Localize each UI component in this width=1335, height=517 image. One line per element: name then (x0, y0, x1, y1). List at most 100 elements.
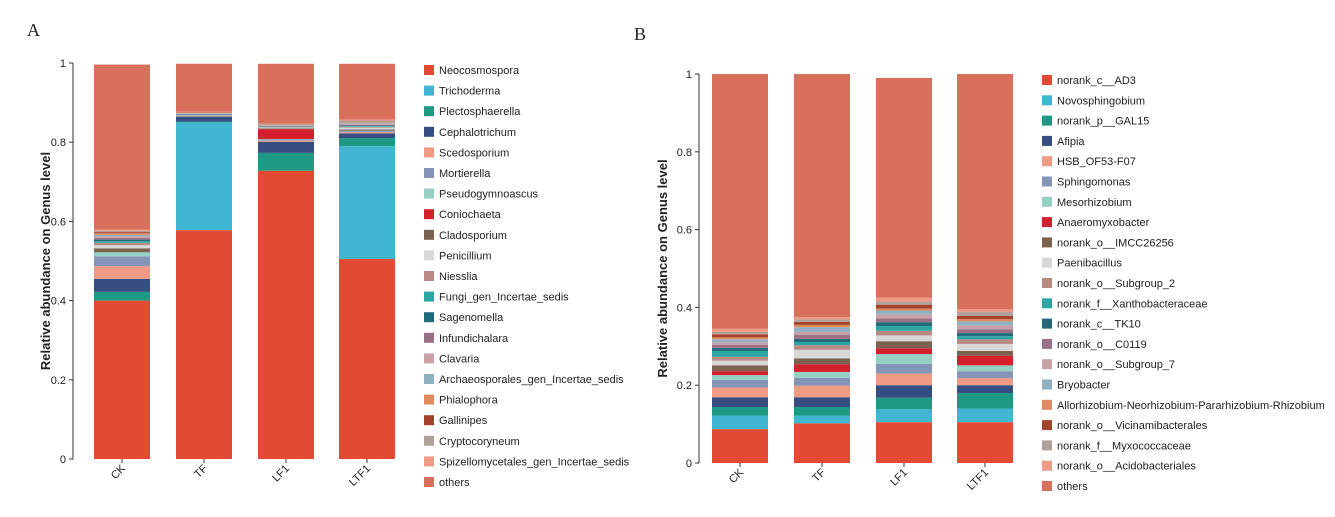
legend-swatch (1042, 176, 1052, 187)
legend-label: norank_f__Xanthobacteraceae (1057, 298, 1207, 310)
legend-label: Mortierella (439, 168, 491, 180)
panel-letter-a: A (27, 20, 40, 40)
legend-label: Afipia (1057, 136, 1085, 148)
bar-segment (876, 330, 932, 336)
bar-segment (339, 138, 395, 147)
bar-segment (794, 324, 850, 328)
legend-label: Fungi_gen_Incertae_sedis (439, 292, 569, 304)
bar-segment (339, 122, 395, 124)
bar-segment (94, 266, 150, 279)
y-tick-label: 0.4 (51, 296, 66, 308)
legend-label: Mesorhizobium (1057, 197, 1132, 209)
bar-segment (712, 347, 768, 351)
y-tick-label: 0.6 (677, 225, 692, 237)
legend-label: Sphingomonas (1057, 177, 1131, 189)
bar-segment (176, 121, 232, 123)
y-tick-label: 0.2 (677, 380, 692, 392)
legend-label: Cladosporium (439, 230, 507, 242)
bar-segment (258, 140, 314, 142)
bar-segment (957, 378, 1013, 386)
legend-swatch (1042, 156, 1052, 167)
bar-segment (876, 326, 932, 331)
bar-segment (794, 423, 850, 463)
bar-segment (712, 74, 768, 329)
legend-swatch (1042, 237, 1052, 248)
bar-segment (957, 333, 1013, 337)
bar-segment (712, 415, 768, 430)
legend-label: Clavaria (439, 353, 480, 365)
bar-segment (957, 343, 1013, 351)
legend-swatch (424, 126, 434, 137)
bar-segment (176, 122, 232, 231)
bar-segment (339, 125, 395, 127)
bar-segment (794, 319, 850, 322)
legend-swatch (1042, 399, 1052, 410)
bar-segment (876, 318, 932, 323)
bar-segment (712, 397, 768, 407)
bar-segment (339, 63, 395, 120)
bar-segment (94, 232, 150, 234)
bar-segment (339, 124, 395, 126)
bar-segment (339, 146, 395, 260)
bar-segment (94, 241, 150, 243)
bar-segment (94, 239, 150, 242)
y-tick-label: 0.6 (51, 216, 66, 228)
bar-segment (712, 379, 768, 388)
legend-label: norank_o__Acidobacteriales (1057, 461, 1196, 473)
bar-segment (876, 310, 932, 315)
legend-label: norank_c__AD3 (1057, 75, 1136, 87)
bar-segment (176, 116, 232, 122)
bar-segment (339, 126, 395, 128)
bar-segment (94, 278, 150, 292)
bar-segment (339, 120, 395, 122)
legend-swatch (1042, 298, 1052, 309)
bar-segment (712, 331, 768, 335)
legend-label: Phialophora (439, 395, 499, 407)
bar-segment (876, 422, 932, 463)
bar-segment (712, 429, 768, 463)
y-tick-label: 0 (60, 454, 66, 466)
legend-swatch (424, 85, 434, 96)
legend-swatch (1042, 95, 1052, 106)
bar-segment (876, 322, 932, 327)
legend-swatch (424, 271, 434, 281)
legend-label: Anaeromyxobacter (1057, 217, 1150, 229)
bar-segment (712, 406, 768, 416)
legend-swatch (424, 332, 434, 343)
legend-label: Plectosphaerella (439, 106, 521, 118)
legend-swatch (1042, 115, 1052, 126)
bar-segment (258, 141, 314, 153)
x-category-label: CK (109, 462, 129, 482)
bar-segment (876, 409, 932, 423)
panel-letter-b: B (634, 24, 647, 44)
legend-swatch (1042, 135, 1052, 146)
bar-segment (339, 123, 395, 125)
legend-swatch (424, 435, 434, 446)
legend-swatch (1042, 460, 1052, 471)
x-category-label: LF1 (270, 463, 292, 485)
bar-segment (794, 331, 850, 336)
bar-segment (94, 291, 150, 301)
bar-segment (876, 297, 932, 302)
legend-swatch (424, 394, 434, 405)
legend-swatch (424, 250, 434, 261)
legend-label: Infundichalara (439, 333, 509, 345)
legend-label: Neocosmospora (439, 65, 520, 77)
bar-segment (876, 397, 932, 410)
bar-segment (876, 301, 932, 305)
bar-segment (258, 129, 314, 140)
x-category-label: LTF1 (965, 467, 991, 493)
bar-segment (712, 337, 768, 340)
bar-segment (876, 363, 932, 374)
bar-segment (712, 334, 768, 338)
legend-label: Trichoderma (439, 86, 501, 98)
legend-label: norank_o__C0119 (1057, 339, 1147, 351)
legend-swatch (1042, 278, 1052, 288)
bar-segment (712, 360, 768, 366)
bar-segment (957, 408, 1013, 423)
legend-swatch (424, 374, 434, 384)
legend-swatch (424, 65, 434, 75)
x-category-label: TF (192, 462, 210, 480)
x-category-label: CK (727, 466, 747, 486)
bar-segment (94, 64, 150, 230)
